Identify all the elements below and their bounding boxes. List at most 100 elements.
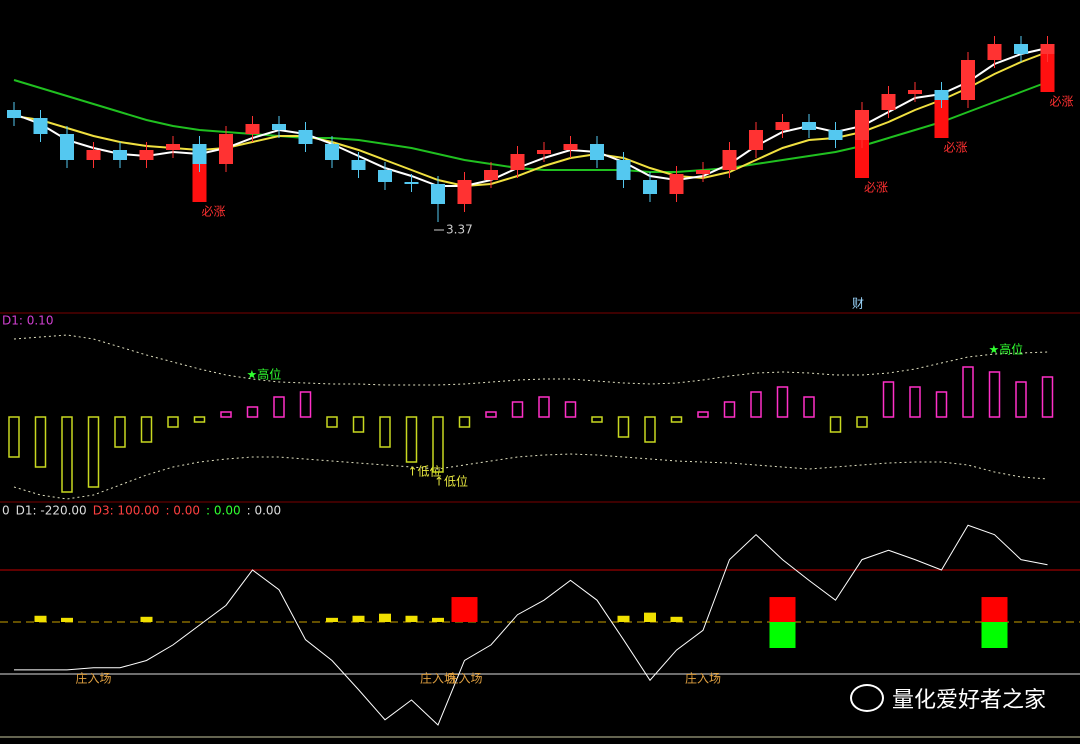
candle-body	[696, 170, 710, 174]
bar	[697, 411, 709, 418]
signal-bar	[352, 615, 365, 623]
signal-bar	[405, 615, 418, 623]
candle-body	[404, 182, 419, 184]
entry-label: 庄入场	[76, 671, 112, 686]
candle-body	[961, 60, 975, 100]
candle-body	[86, 150, 101, 160]
bar	[1015, 381, 1027, 418]
candle-body	[325, 144, 339, 160]
candle-body	[855, 110, 869, 140]
candle-body	[590, 144, 604, 160]
bar	[617, 416, 630, 438]
candle-body	[351, 160, 366, 170]
bar	[379, 416, 391, 448]
signal-bar	[769, 622, 796, 649]
bar	[750, 391, 762, 418]
candle-body	[987, 44, 1002, 60]
bar	[432, 416, 444, 473]
signal-bar	[981, 597, 1008, 623]
signal-bar	[432, 617, 444, 623]
bar	[220, 411, 232, 418]
bar	[193, 416, 206, 423]
bar	[167, 416, 179, 428]
bar	[61, 416, 73, 493]
bar	[644, 416, 656, 443]
signal-bar	[769, 597, 796, 623]
ma-line	[13, 51, 1048, 188]
low-label: 3.37	[446, 223, 473, 237]
entry-label: 庄入场	[420, 671, 456, 686]
signal-bar	[981, 622, 1008, 649]
candle-body	[457, 180, 472, 204]
candle-body	[669, 174, 684, 194]
bar	[670, 416, 683, 423]
entry-label: 庄入场	[685, 671, 721, 686]
bar	[34, 416, 47, 468]
bar	[829, 416, 842, 433]
bar	[1041, 376, 1054, 418]
bar	[114, 416, 126, 448]
candle-body	[113, 150, 127, 160]
panel-header: D3: 100.00	[93, 504, 160, 518]
candle-body	[563, 144, 578, 150]
signal-bar	[934, 90, 949, 138]
bar	[723, 401, 736, 418]
bar	[405, 416, 418, 463]
signal-bar	[140, 616, 153, 623]
bar	[140, 416, 153, 443]
candle-body	[908, 90, 922, 94]
marker-label: 财	[852, 297, 864, 311]
candle-body	[510, 154, 525, 170]
candle-body	[802, 122, 816, 130]
bar	[352, 416, 365, 433]
bar	[458, 416, 471, 428]
candle-body	[881, 94, 896, 110]
candle-body	[166, 144, 180, 150]
bar	[776, 386, 789, 418]
signal-label: 必涨	[202, 204, 226, 219]
candle-body	[484, 170, 498, 180]
panel-header: 0	[2, 504, 10, 518]
bar	[882, 381, 895, 418]
entry-label: 庄入场	[447, 671, 483, 686]
ma-line	[13, 79, 1048, 173]
panel-header: D1: -220.00	[16, 504, 87, 518]
bar	[538, 396, 550, 418]
signal-label: 必涨	[944, 140, 968, 155]
upper-band	[13, 334, 1048, 386]
signal-bar	[617, 615, 630, 623]
bar	[485, 411, 497, 418]
candle-body	[298, 130, 313, 144]
candle-body	[616, 160, 631, 180]
panel-header: D1: 0.10	[2, 314, 53, 328]
candle-body	[33, 118, 48, 134]
signal-bar	[34, 615, 47, 623]
candle-body	[7, 110, 21, 118]
candle-body	[245, 124, 260, 134]
candle-body	[828, 130, 843, 140]
signal-bar	[670, 616, 683, 623]
bar	[962, 366, 974, 418]
bar	[803, 396, 815, 418]
candle-body	[272, 124, 286, 130]
bar	[935, 391, 948, 418]
candle-body	[219, 134, 233, 164]
bar	[988, 371, 1001, 418]
candle-body	[722, 150, 737, 170]
panel-header: : 0.00	[165, 504, 200, 518]
bar	[246, 406, 259, 418]
bar	[87, 416, 100, 488]
candle-body	[537, 150, 551, 154]
signal-label: 必涨	[864, 180, 888, 195]
candle-body	[1040, 44, 1055, 54]
watermark-text: 量化爱好者之家	[891, 688, 1046, 713]
top-label: ★高位	[247, 367, 282, 382]
candle-body	[749, 130, 763, 150]
candle-body	[775, 122, 790, 130]
signal-bar	[644, 612, 656, 623]
candle-body	[60, 134, 74, 160]
bar	[299, 391, 312, 418]
candle-body	[934, 90, 949, 100]
candle-body	[431, 184, 445, 204]
